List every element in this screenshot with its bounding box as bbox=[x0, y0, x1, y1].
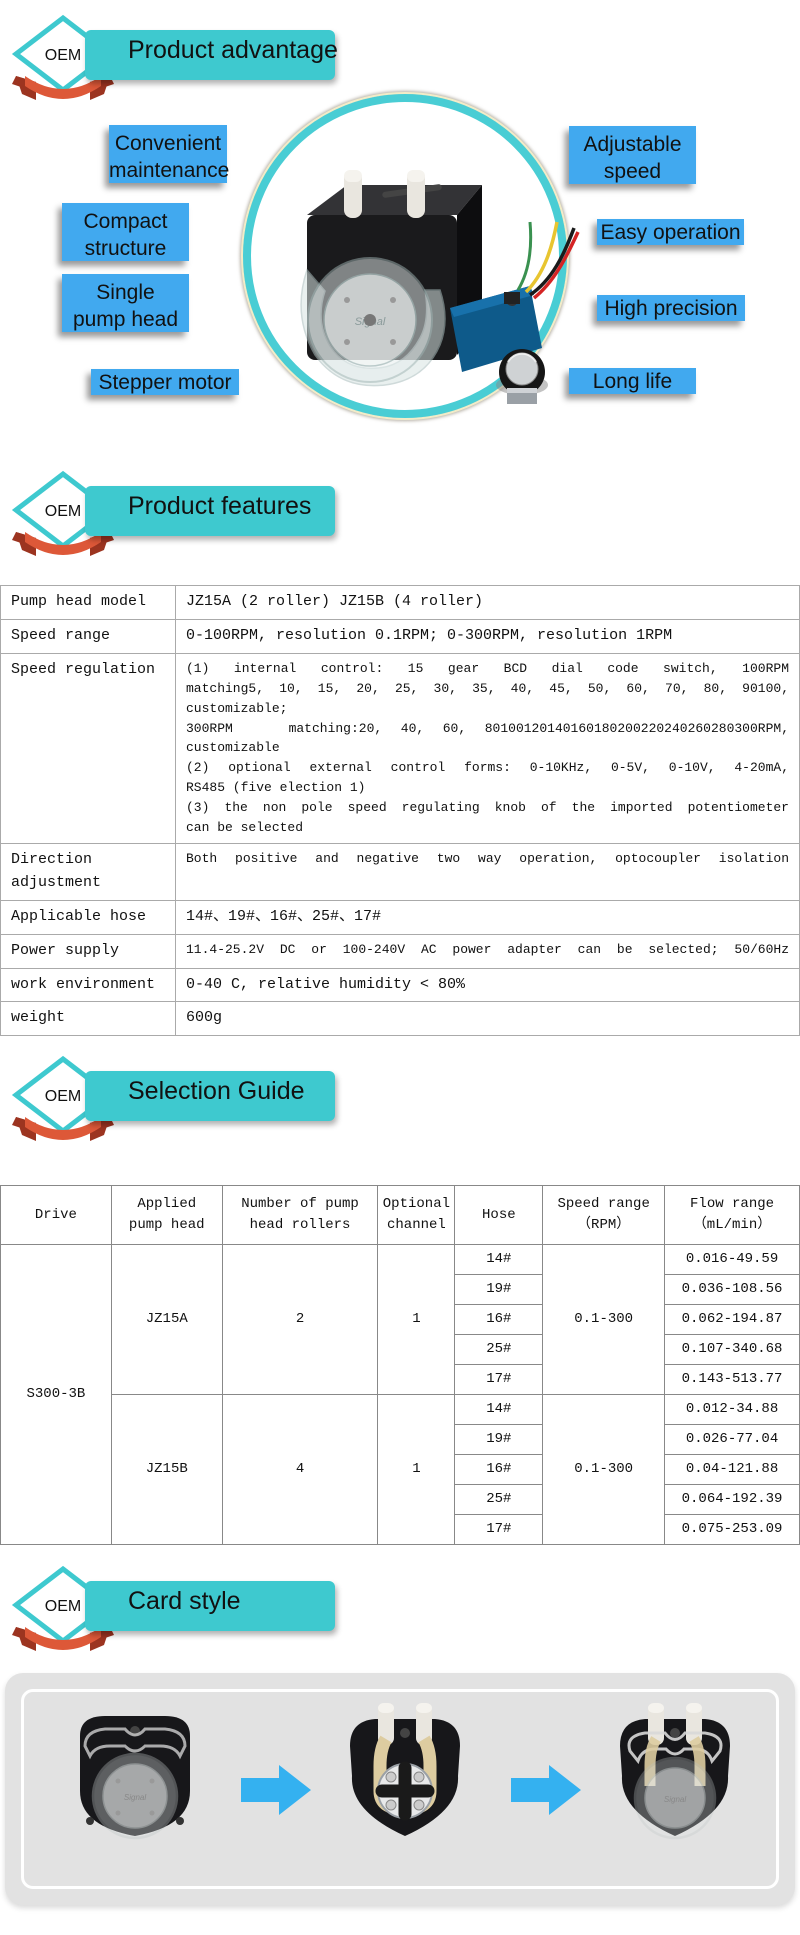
svg-text:OEM: OEM bbox=[45, 1088, 81, 1105]
svg-text:OEM: OEM bbox=[45, 47, 81, 64]
svg-text:OEM: OEM bbox=[45, 503, 81, 520]
svg-text:Signal: Signal bbox=[124, 1793, 146, 1802]
svg-text:Signal: Signal bbox=[664, 1795, 686, 1804]
svg-text:OEM: OEM bbox=[45, 1598, 81, 1615]
